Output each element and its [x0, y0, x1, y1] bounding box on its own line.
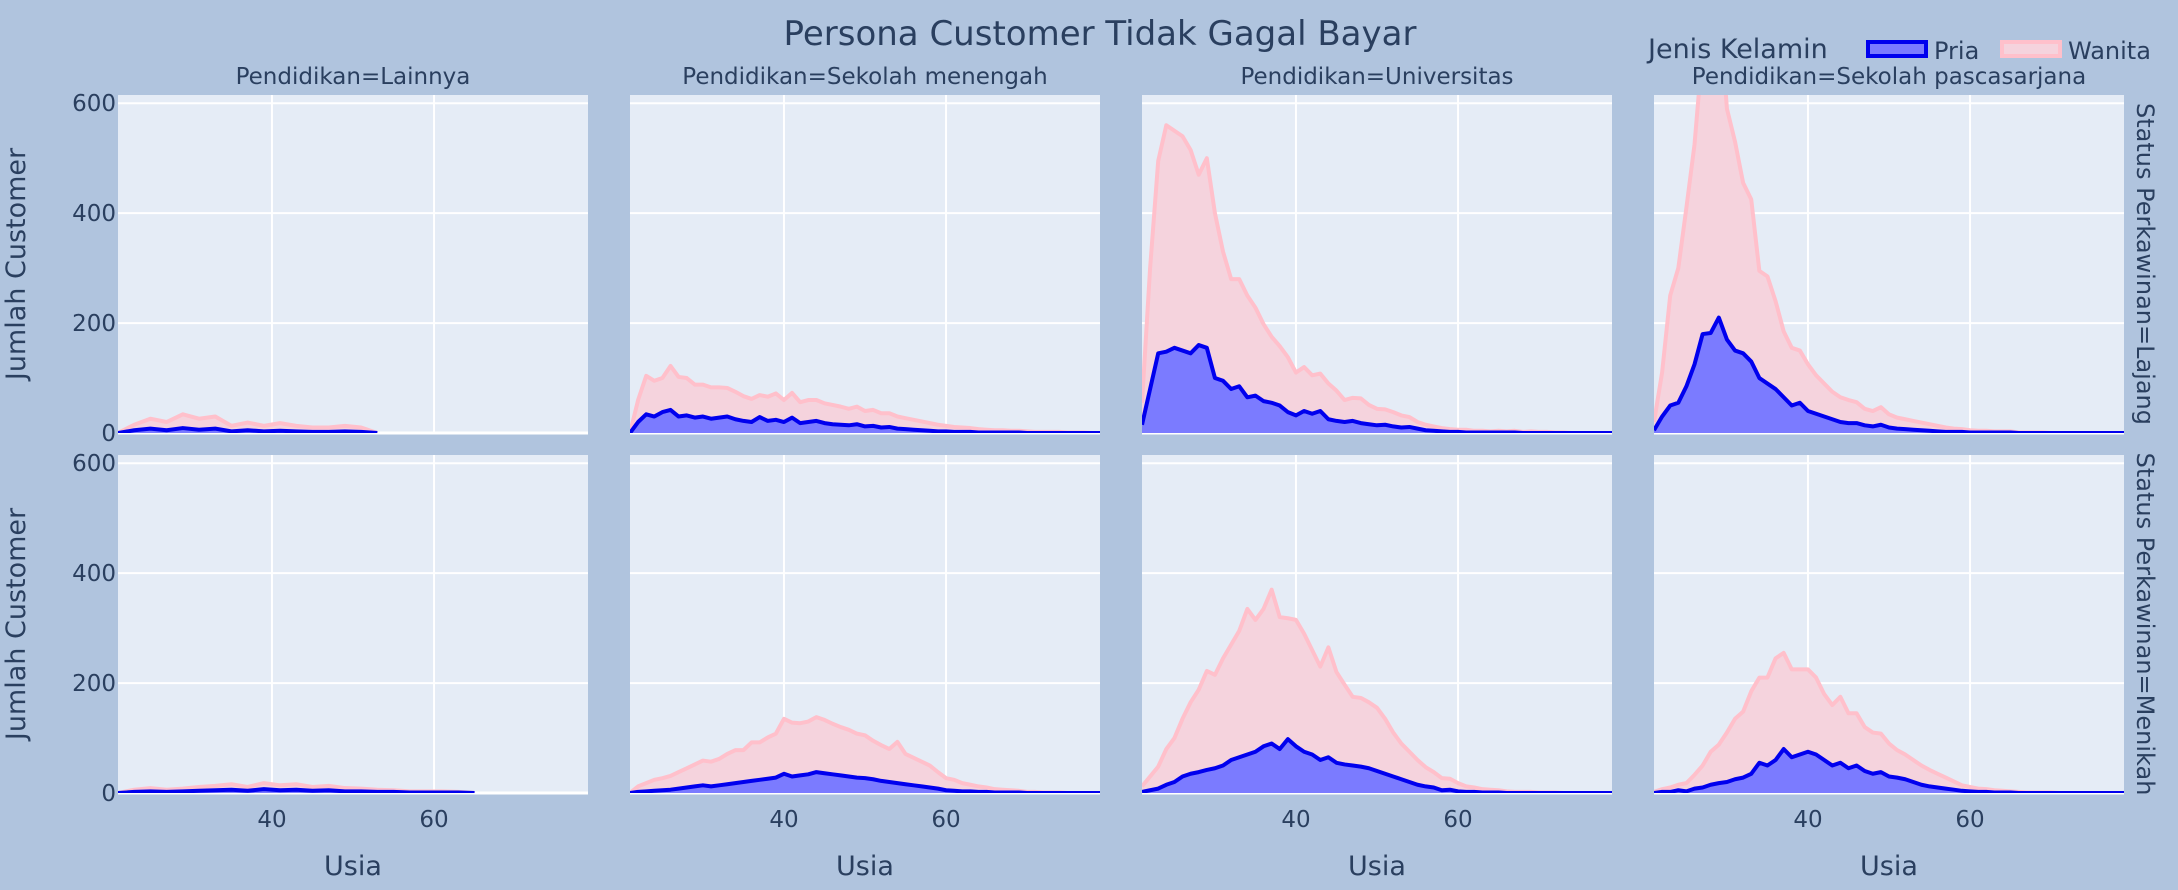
- col-title-2: Pendidikan=Sekolah menengah: [682, 64, 1047, 90]
- panel-1-4: [1654, 95, 2124, 435]
- x-axis-title-col2: Usia: [836, 851, 894, 882]
- line-pria: [1142, 343, 1612, 433]
- x-axis-title-col3: Usia: [1348, 851, 1406, 882]
- y-tick-label: 400: [72, 561, 116, 587]
- line-pria: [118, 426, 378, 433]
- line-wanita: [118, 412, 378, 433]
- row-title-menikah: Status Perkawinan=Menikah: [2131, 453, 2159, 796]
- area-pria: [1142, 345, 1612, 433]
- area-wanita: [630, 365, 1100, 433]
- y-tick-label: 600: [72, 91, 116, 117]
- row-title-lajang: Status Perkawinan=Lajang: [2131, 103, 2159, 425]
- legend[interactable]: Jenis Kelamin Pria Wanita: [1646, 34, 2151, 65]
- area-wanita: [1142, 125, 1612, 433]
- area-pria: [1142, 739, 1612, 793]
- y-axis-titles: Jumlah Customer Jumlah Customer: [1, 147, 32, 742]
- line-pria: [118, 787, 475, 793]
- line-pria: [1654, 315, 2124, 433]
- x-axis-title-col4: Usia: [1860, 851, 1918, 882]
- legend-swatch-pria: [1866, 40, 1928, 58]
- y-axis-title-row1: Jumlah Customer: [1, 147, 32, 382]
- area-pria: [1654, 317, 2124, 433]
- panel-1-2: [630, 95, 1100, 435]
- area-wanita: [1654, 652, 2124, 793]
- y-tick-label: 400: [72, 201, 116, 227]
- panel-2-3: 40 60: [1142, 455, 1612, 833]
- y-tick-label: 0: [101, 781, 116, 807]
- plot-background: [630, 95, 1100, 433]
- col-title-4: Pendidikan=Sekolah pascasarjana: [1692, 64, 2086, 90]
- area-group: [1654, 95, 2124, 433]
- chart-title: Persona Customer Tidak Gagal Bayar: [784, 14, 1417, 54]
- panels: 0 200 400 600 0 200 400 600 40 60 40 60 40 60 40 60: [72, 91, 2124, 833]
- column-titles: Pendidikan=Lainnya Pendidikan=Sekolah me…: [236, 64, 2087, 90]
- area-group: [1142, 587, 1612, 793]
- area-group: [630, 715, 1100, 793]
- area-group: [1142, 123, 1612, 433]
- panel-2-2: 40 60: [630, 455, 1100, 833]
- area-pria: [630, 409, 1100, 433]
- legend-label-pria: Pria: [1934, 37, 1979, 65]
- panel-1-3: [1142, 95, 1612, 435]
- legend-swatch-wanita: [2000, 40, 2062, 58]
- y-tick-label: 200: [72, 671, 116, 697]
- row-titles: Status Perkawinan=Lajang Status Perkawin…: [2131, 103, 2159, 795]
- area-group: [118, 781, 475, 793]
- x-tick-label: 60: [931, 807, 960, 833]
- col-title-1: Pendidikan=Lainnya: [236, 64, 471, 90]
- area-wanita: [630, 717, 1100, 793]
- x-tick-label: 40: [1281, 807, 1310, 833]
- area-group: [630, 363, 1100, 433]
- area-wanita: [1654, 95, 2124, 433]
- x-tick-label: 40: [257, 807, 286, 833]
- x-axis-title-col1: Usia: [324, 851, 382, 882]
- area-pria: [1654, 749, 2124, 793]
- area-group: [1654, 650, 2124, 793]
- x-tick-label: 60: [419, 807, 448, 833]
- panel-2-1: 0 200 400 600 40 60: [72, 451, 588, 833]
- line-pria: [630, 770, 1100, 793]
- x-tick-label: 40: [1793, 807, 1822, 833]
- line-pria: [630, 407, 1100, 433]
- y-axis-title-row2: Jumlah Customer: [1, 507, 32, 742]
- plot-background: [118, 455, 588, 793]
- x-tick-label: 60: [1955, 807, 1984, 833]
- panel-2-4: 40 60: [1654, 455, 2124, 833]
- area-pria: [630, 772, 1100, 793]
- x-tick-label: 40: [769, 807, 798, 833]
- y-tick-label: 200: [72, 311, 116, 337]
- line-pria: [1654, 747, 2124, 793]
- y-tick-label: 600: [72, 451, 116, 477]
- y-tick-label: 0: [101, 421, 116, 447]
- x-tick-label: 60: [1443, 807, 1472, 833]
- area-wanita: [1142, 589, 1612, 793]
- plot-background: [118, 95, 588, 433]
- area-group: [118, 412, 378, 433]
- panel-1-1: 0 200 400 600: [72, 91, 588, 447]
- line-pria: [1142, 737, 1612, 793]
- legend-title: Jenis Kelamin: [1646, 34, 1828, 65]
- legend-label-wanita: Wanita: [2068, 37, 2151, 65]
- x-axis-titles: Usia Usia Usia Usia: [324, 851, 1918, 882]
- col-title-3: Pendidikan=Universitas: [1240, 64, 1513, 90]
